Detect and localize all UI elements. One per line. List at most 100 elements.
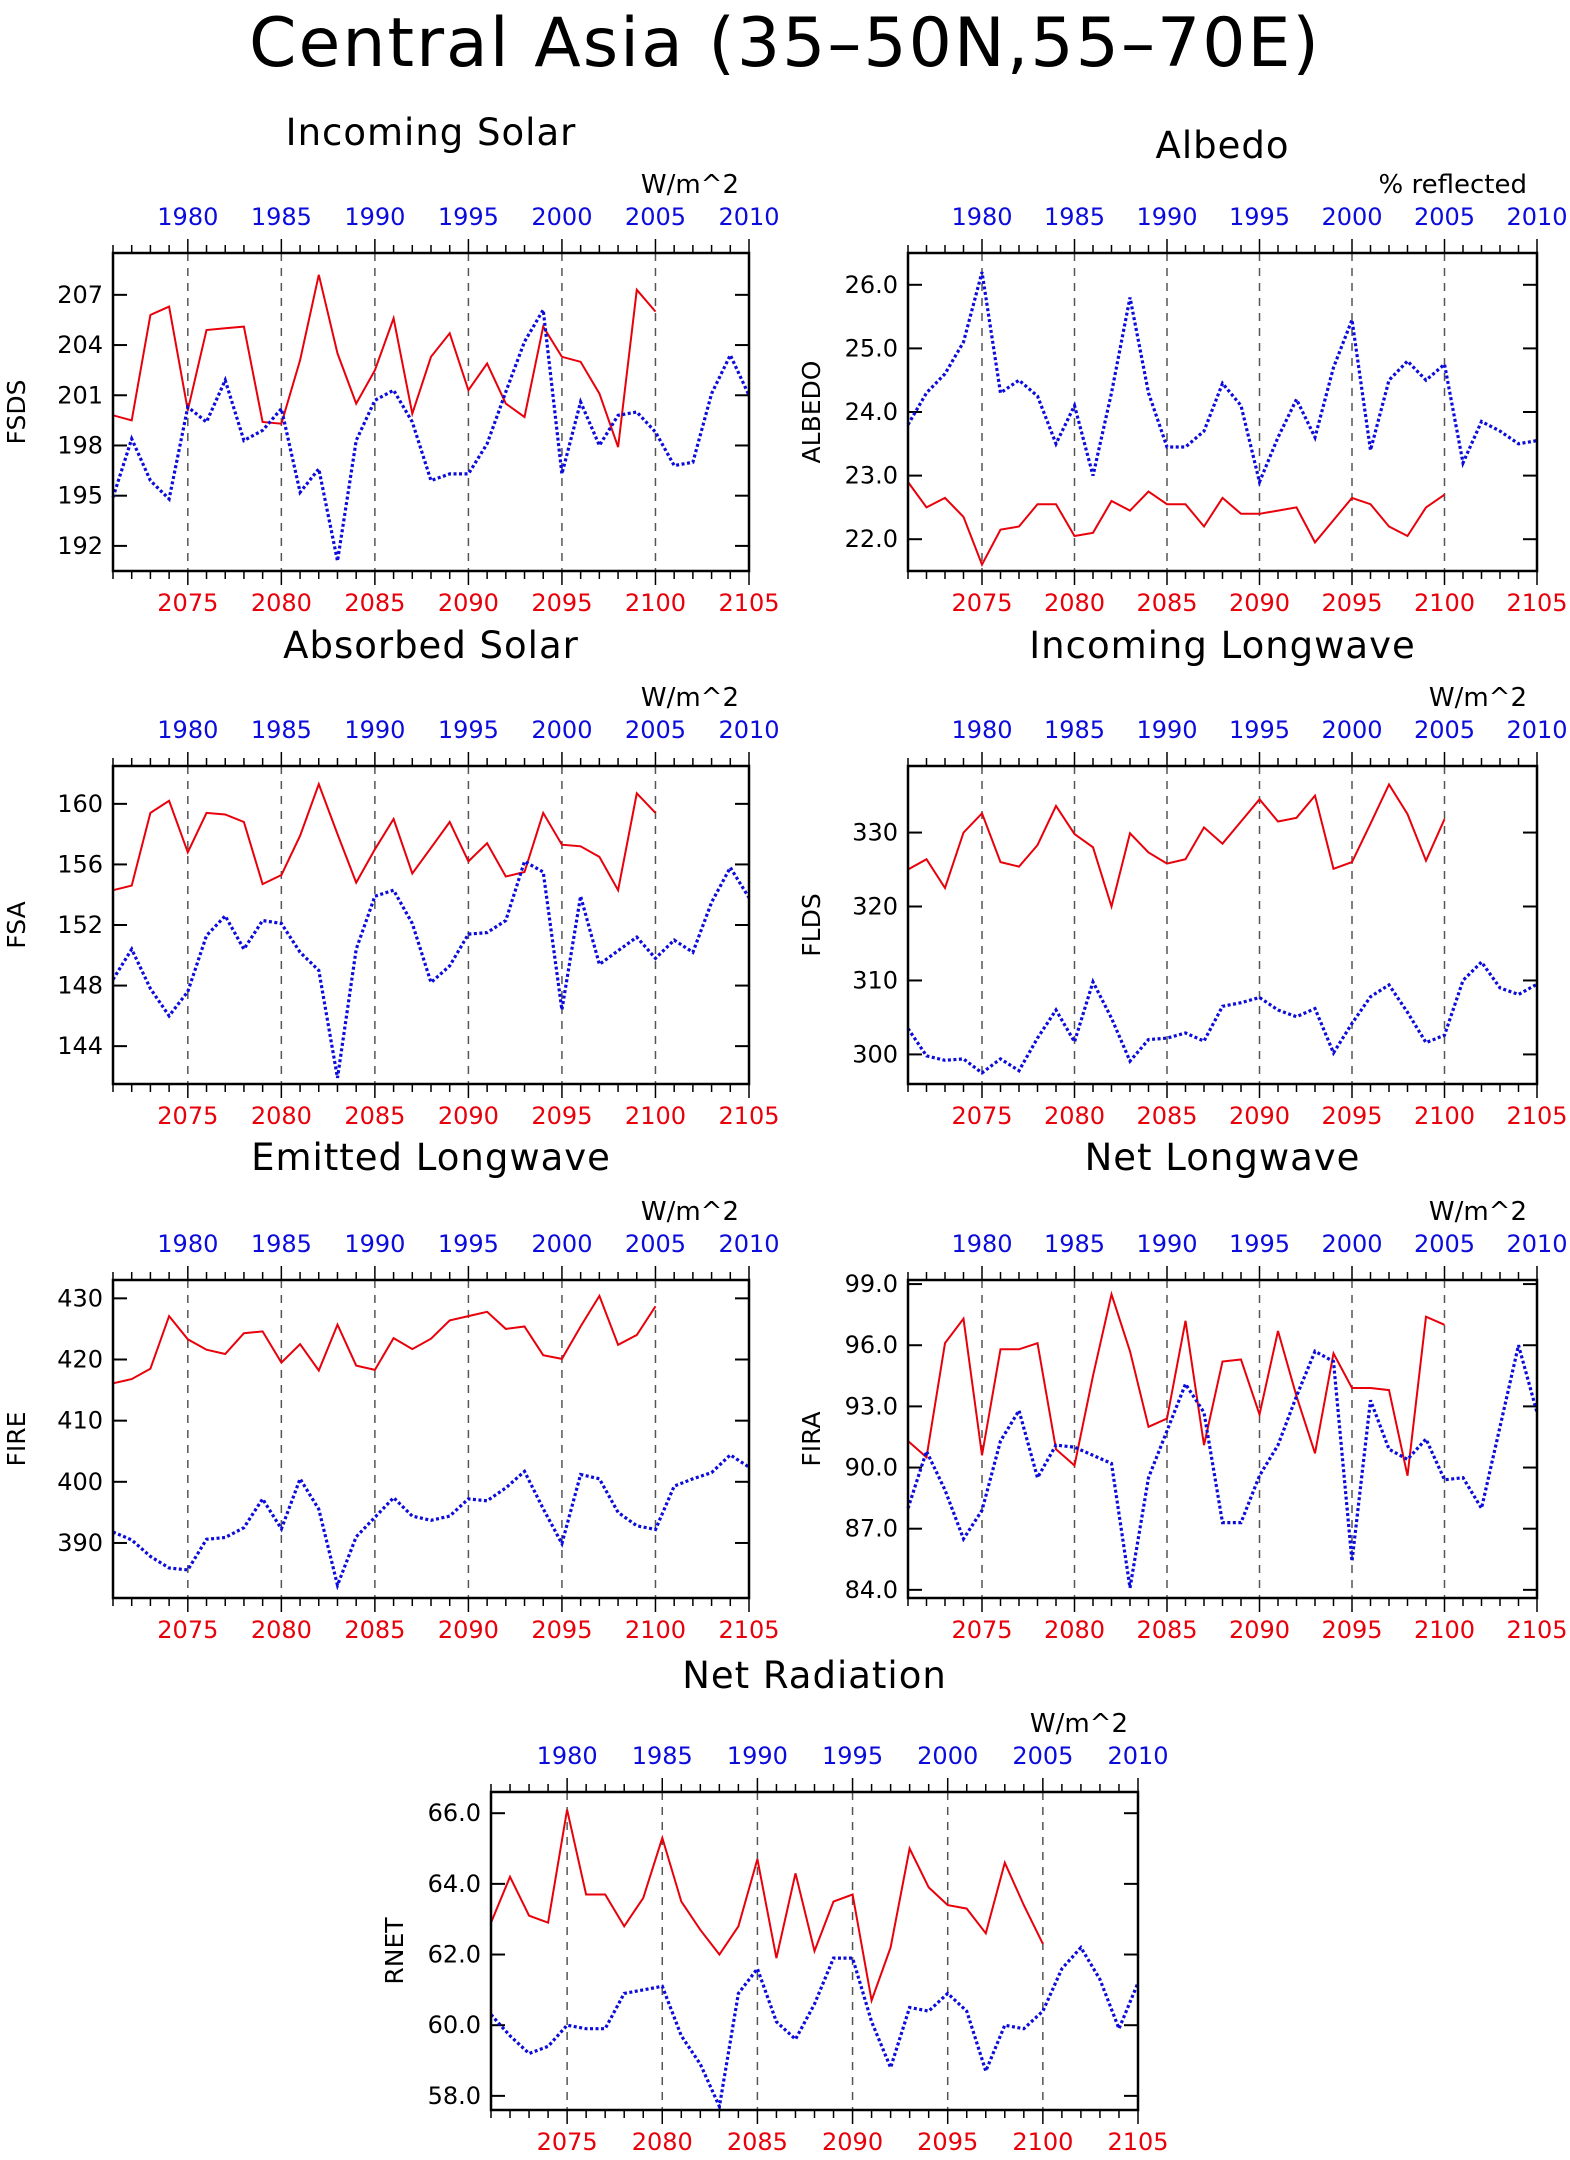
x-tick-label-top: 1980 [951, 716, 1012, 744]
y-tick-label: 420 [57, 1346, 103, 1374]
series-historical-line [112, 1452, 750, 1591]
x-tick-label-top: 2005 [625, 716, 686, 744]
x-tick-label-top: 1980 [951, 203, 1012, 231]
x-tick-label-bottom: 2080 [1044, 1102, 1105, 1130]
panel-fsa: Absorbed Solar W/m^2 FSA 144 148 152 156 160 207… [2, 624, 780, 1130]
x-tick-label-bottom: 2105 [1107, 2128, 1168, 2156]
x-tick-label-bottom: 2080 [1044, 589, 1105, 617]
x-tick-label-top: 2010 [718, 1230, 779, 1258]
y-tick-label: 410 [57, 1407, 103, 1435]
x-tick-label-bottom: 2080 [251, 589, 312, 617]
units-label: W/m^2 [641, 1197, 739, 1227]
y-tick-label: 144 [57, 1032, 103, 1060]
x-tick-label-bottom: 2105 [1506, 589, 1567, 617]
x-tick-label-bottom: 2100 [625, 1616, 686, 1644]
x-tick-label-top: 2000 [531, 203, 592, 231]
y-tick-label: 430 [57, 1284, 103, 1312]
x-tick-label-top: 2005 [625, 1230, 686, 1258]
y-tick-label: 300 [852, 1040, 898, 1068]
x-tick-label-bottom: 2090 [438, 589, 499, 617]
units-label: W/m^2 [641, 683, 739, 713]
x-tick-label-top: 2005 [1414, 1230, 1475, 1258]
y-tick-label: 87.0 [845, 1515, 898, 1543]
x-tick-label-top: 2005 [625, 203, 686, 231]
panel-fire: Emitted Longwave W/m^2 FIRE 390 400 410 420 430… [2, 1136, 780, 1644]
y-axis-label: FIRE [2, 1412, 31, 1467]
series-historical-line [111, 304, 751, 562]
x-tick-label-top: 2000 [1321, 1230, 1382, 1258]
x-tick-label-top: 2010 [1506, 716, 1567, 744]
x-tick-label-bottom: 2095 [531, 1102, 592, 1130]
y-tick-label: 160 [57, 790, 103, 818]
units-label: W/m^2 [1429, 1197, 1527, 1227]
y-axis-label: ALBEDO [797, 361, 826, 464]
x-tick-label-top: 1995 [1229, 203, 1290, 231]
panel-albedo: Albedo % reflected ALBEDO 22.0 23.0 24.0 25.0 2… [797, 124, 1568, 617]
y-axis-label: RNET [380, 1917, 409, 1985]
series-future-line [490, 1809, 1044, 2005]
y-tick-label: 23.0 [845, 462, 898, 490]
x-tick-label-top: 1980 [951, 1230, 1012, 1258]
x-tick-label-bottom: 2075 [951, 1616, 1012, 1644]
x-tick-label-bottom: 2100 [625, 589, 686, 617]
panel-fira: Net Longwave W/m^2 FIRA 84.0 87.0 90.0 93.0 96.… [797, 1136, 1568, 1644]
y-tick-label: 26.0 [845, 271, 898, 299]
y-tick-label: 400 [57, 1468, 103, 1496]
y-tick-label: 99.0 [845, 1270, 898, 1298]
x-tick-label-bottom: 2105 [718, 589, 779, 617]
x-tick-label-bottom: 2090 [822, 2128, 883, 2156]
y-tick-label: 195 [57, 482, 103, 510]
series-future-line [112, 1293, 657, 1385]
x-tick-label-bottom: 2090 [1229, 1102, 1290, 1130]
x-tick-label-bottom: 2075 [951, 1102, 1012, 1130]
x-tick-label-bottom: 2085 [344, 589, 405, 617]
y-tick-label: 310 [852, 966, 898, 994]
x-tick-label-bottom: 2090 [1229, 589, 1290, 617]
x-tick-label-top: 2000 [1321, 716, 1382, 744]
panel-title: Incoming Solar [286, 111, 577, 154]
series-historical-line [906, 1344, 1539, 1589]
y-tick-label: 156 [57, 850, 103, 878]
y-tick-label: 58.0 [428, 2082, 481, 2110]
x-tick-label-top: 1985 [1044, 1230, 1105, 1258]
plot-frame [906, 1278, 1539, 1600]
x-tick-label-bottom: 2080 [632, 2128, 693, 2156]
x-tick-label-top: 1995 [438, 203, 499, 231]
x-tick-label-bottom: 2100 [1414, 1102, 1475, 1130]
x-tick-label-bottom: 2105 [1506, 1102, 1567, 1130]
x-tick-label-top: 1990 [1136, 1230, 1197, 1258]
x-tick-label-top: 1985 [1044, 716, 1105, 744]
units-label: W/m^2 [1429, 683, 1527, 713]
panel-fsds: Incoming Solar W/m^2 FSDS 192 195 198 201 204 20… [2, 111, 780, 617]
series-historical-line [111, 859, 751, 1079]
y-tick-label: 93.0 [845, 1392, 898, 1420]
units-label: % reflected [1379, 170, 1527, 200]
panel-title: Net Longwave [1085, 1136, 1361, 1179]
series-future-line [112, 274, 657, 448]
x-tick-label-bottom: 2090 [438, 1616, 499, 1644]
x-tick-label-bottom: 2075 [157, 589, 218, 617]
x-tick-label-top: 1995 [822, 1742, 883, 1770]
x-tick-label-bottom: 2105 [1506, 1616, 1567, 1644]
x-tick-label-top: 2010 [1506, 203, 1567, 231]
plot-frame [906, 251, 1539, 573]
y-tick-label: 320 [852, 893, 898, 921]
x-tick-label-bottom: 2085 [344, 1616, 405, 1644]
x-tick-label-top: 1995 [438, 716, 499, 744]
x-tick-label-bottom: 2090 [1229, 1616, 1290, 1644]
y-tick-label: 148 [57, 972, 103, 1000]
x-tick-label-top: 1995 [1229, 1230, 1290, 1258]
x-tick-label-top: 1985 [1044, 203, 1105, 231]
x-tick-label-top: 1980 [157, 203, 218, 231]
y-tick-label: 60.0 [428, 2011, 481, 2039]
x-tick-label-top: 2005 [1414, 716, 1475, 744]
y-tick-label: 96.0 [845, 1331, 898, 1359]
y-tick-label: 25.0 [845, 334, 898, 362]
panel-title: Net Radiation [682, 1654, 947, 1697]
panel-title: Albedo [1156, 124, 1290, 167]
series-future-line [907, 1290, 1445, 1476]
y-tick-label: 192 [57, 532, 103, 560]
x-tick-label-bottom: 2085 [344, 1102, 405, 1130]
x-tick-label-bottom: 2095 [1321, 1102, 1382, 1130]
x-tick-label-top: 1990 [727, 1742, 788, 1770]
